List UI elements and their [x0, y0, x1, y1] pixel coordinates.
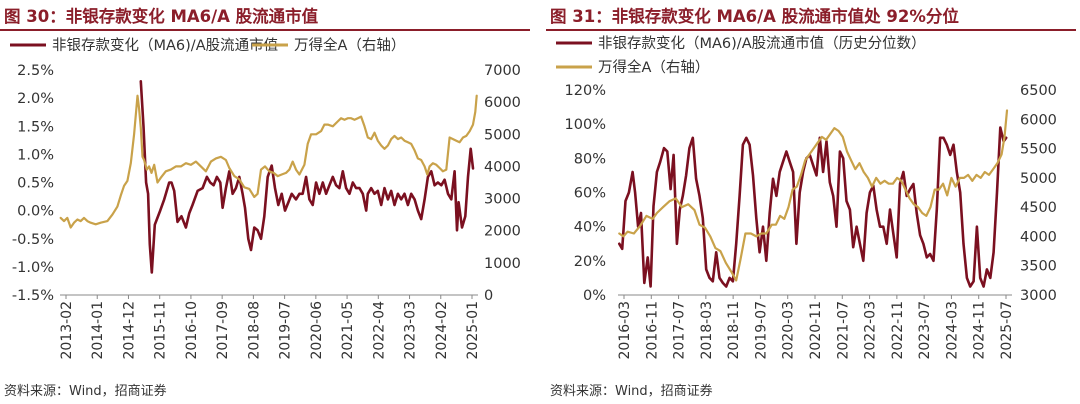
- title-rule: [0, 29, 530, 31]
- y-tick-label: -1.5%: [12, 288, 54, 304]
- x-tick-label: 2020-06: [309, 301, 325, 360]
- source-note: 资料来源：Wind，招商证券: [550, 384, 713, 399]
- x-tick-label: 2022-03: [863, 301, 879, 360]
- y-tick-label: -1.0%: [12, 260, 54, 276]
- x-tick-label: 2025-01: [465, 301, 481, 360]
- series-line: [139, 79, 475, 274]
- y2-tick-label: 1000: [484, 256, 521, 272]
- legend-label: 非银存款变化（MA6)/A股流通市值: [52, 37, 278, 54]
- y-tick-label: -0.5%: [12, 232, 54, 248]
- title-rule: [546, 29, 1076, 31]
- x-tick-label: 2023-03: [403, 301, 419, 360]
- x-tick-label: 2014-01: [90, 301, 106, 360]
- y2-tick-label: 5000: [484, 127, 521, 143]
- x-tick-label: 2024-11: [972, 301, 988, 360]
- x-tick-label: 2018-08: [246, 301, 262, 360]
- y-tick-label: 0%: [583, 288, 606, 304]
- y-tick-label: 100%: [565, 117, 606, 133]
- x-tick-label: 2024-03: [944, 301, 960, 360]
- x-tick-label: 2016-03: [617, 301, 633, 360]
- chart-title: 图 31：非银存款变化 MA6/A 股流通市值处 92%分位: [550, 7, 959, 26]
- y2-tick-label: 6500: [1020, 83, 1057, 99]
- y2-tick-label: 6000: [1020, 112, 1057, 128]
- y2-tick-label: 3500: [1020, 259, 1057, 275]
- y2-tick-label: 7000: [484, 63, 521, 79]
- x-tick-label: 2024-02: [434, 301, 450, 360]
- y2-tick-label: 4000: [484, 159, 521, 175]
- x-tick-label: 2016-10: [184, 301, 200, 360]
- y2-tick-label: 3000: [484, 192, 521, 208]
- y-tick-label: 2.5%: [17, 63, 54, 79]
- y-tick-label: 0.5%: [17, 176, 54, 192]
- chart-panel-31: 图 31：非银存款变化 MA6/A 股流通市值处 92%分位 非银存款变化（MA…: [546, 0, 1080, 404]
- y-tick-label: 2.0%: [17, 91, 54, 107]
- y2-tick-label: 6000: [484, 95, 521, 111]
- y-tick-label: 40%: [574, 220, 606, 236]
- x-tick-label: 2017-07: [672, 301, 688, 360]
- y2-tick-label: 5000: [1020, 171, 1057, 187]
- x-tick-label: 2013-02: [59, 301, 75, 360]
- series-line: [618, 126, 1008, 288]
- x-tick-label: 2020-11: [808, 301, 824, 360]
- chart-canvas: 非银存款变化（MA6)/A股流通市值 万得全A（右轴） -1.5% -1.0% -0.5…: [10, 36, 521, 360]
- x-tick-label: 2019-07: [278, 301, 294, 360]
- x-tick-label: 2021-05: [340, 301, 356, 360]
- x-tick-label: 2018-03: [699, 301, 715, 360]
- x-tick-label: 2021-07: [835, 301, 851, 360]
- y2-tick-label: 0: [484, 288, 493, 304]
- legend-label: 万得全A（右轴）: [598, 58, 709, 76]
- x-tick-label: 2017-09: [215, 301, 231, 360]
- x-tick-label: 2016-11: [644, 301, 660, 360]
- series-line: [618, 109, 1009, 282]
- y-tick-label: 60%: [574, 186, 606, 202]
- y-tick-label: 20%: [574, 254, 606, 270]
- x-tick-label: 2025-07: [999, 301, 1015, 360]
- x-tick-label: 2022-11: [890, 301, 906, 360]
- legend-label: 万得全A（右轴）: [294, 36, 405, 54]
- x-tick-label: 2022-04: [371, 301, 387, 360]
- y2-tick-label: 3000: [1020, 288, 1057, 304]
- chart-title: 图 30：非银存款变化 MA6/A 股流通市值: [4, 7, 319, 26]
- x-tick-label: 2019-07: [753, 301, 769, 360]
- x-tick-label: 2015-11: [153, 301, 169, 360]
- chart-canvas: 非银存款变化（MA6)/A股流通市值（历史分位数） 万得全A（右轴） 0% 20% 40…: [556, 35, 1057, 360]
- x-tick-label: 2014-12: [121, 301, 137, 360]
- y-tick-label: 80%: [574, 151, 606, 167]
- y2-tick-label: 4500: [1020, 200, 1057, 216]
- y2-tick-label: 2000: [484, 224, 521, 240]
- x-tick-label: 2023-07: [917, 301, 933, 360]
- series-line: [59, 94, 478, 229]
- y2-tick-label: 5500: [1020, 142, 1057, 158]
- x-tick-label: 2020-03: [781, 301, 797, 360]
- chart-panel-30: 图 30：非银存款变化 MA6/A 股流通市值 非银存款变化（MA6)/A股流通…: [0, 0, 534, 404]
- legend-label: 非银存款变化（MA6)/A股流通市值（历史分位数）: [598, 35, 926, 52]
- y-tick-label: 1.0%: [17, 147, 54, 163]
- source-note: 资料来源：Wind，招商证券: [4, 384, 167, 399]
- y-tick-label: 1.5%: [17, 119, 54, 135]
- y-tick-label: 120%: [565, 83, 606, 99]
- y-tick-label: 0.0%: [17, 204, 54, 220]
- x-tick-label: 2018-11: [726, 301, 742, 360]
- y2-tick-label: 4000: [1020, 229, 1057, 245]
